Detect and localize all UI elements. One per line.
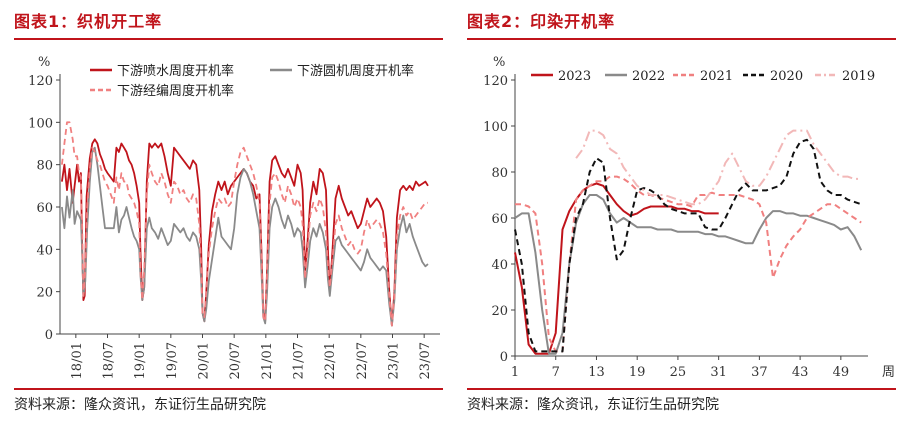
- y-axis-label: %: [493, 55, 505, 70]
- y-tick-label: 80: [491, 166, 508, 181]
- y-tick-label: 0: [500, 350, 508, 365]
- x-tick-label: 7: [552, 365, 560, 380]
- x-tick-label: 21/07: [292, 342, 307, 379]
- x-tick-label: 22/01: [323, 342, 338, 379]
- x-tick-label: 49: [833, 365, 850, 380]
- source-rule: [467, 388, 896, 390]
- x-tick-label: 43: [792, 365, 809, 380]
- series-line-2: [515, 175, 862, 353]
- y-tick-label: 100: [28, 116, 53, 131]
- x-tick-label: 19/01: [133, 342, 148, 379]
- y-tick-label: 120: [483, 74, 508, 89]
- y-axis-label: %: [38, 55, 50, 70]
- legend-label-2: 下游经编周度开机率: [117, 83, 234, 99]
- x-tick-label: 21/01: [260, 342, 275, 379]
- legend-label-0: 2023: [558, 69, 591, 84]
- series-line-4: [575, 129, 862, 206]
- legend-label-2: 2021: [700, 69, 733, 84]
- x-tick-label: 37: [751, 365, 768, 380]
- series-line-1: [514, 194, 863, 355]
- x-tick-label: 23/07: [418, 342, 433, 379]
- y-tick-label: 20: [36, 286, 53, 301]
- x-tick-label: 31: [710, 365, 727, 380]
- chart-svg: 0 20 40 60 80 100 120% 18/01 18/07 19/01 19/07 20/0…: [28, 55, 440, 379]
- x-axis-label: 周: [882, 365, 895, 380]
- legend-label-1: 2022: [632, 69, 665, 84]
- legend-label-1: 下游圆机周度开机率: [297, 63, 414, 79]
- x-tick-label: 22/07: [355, 342, 370, 379]
- chart-title: 图表1：织机开工率: [14, 12, 163, 31]
- legend-label-4: 2019: [842, 69, 875, 84]
- y-tick-label: 120: [28, 74, 53, 89]
- series-line-3: [514, 138, 862, 353]
- series-line-0: [61, 138, 429, 327]
- chart-panel-textile-looms: 图表1：织机开工率 0 20 40 60 80 100 120% 18/01 18/07 19/0…: [14, 12, 443, 413]
- source-rule: [14, 388, 443, 390]
- y-tick-label: 40: [491, 258, 508, 273]
- x-tick-label: 20/07: [228, 342, 243, 379]
- y-tick-label: 60: [36, 201, 53, 216]
- y-tick-label: 40: [36, 243, 53, 258]
- y-tick-label: 100: [483, 120, 508, 135]
- chart-title: 图表2：印染开机率: [467, 12, 616, 31]
- title-rule: [467, 38, 896, 40]
- y-tick-label: 0: [45, 328, 53, 343]
- x-tick-label: 18/01: [70, 342, 85, 379]
- x-tick-label: 23/01: [387, 342, 402, 379]
- x-tick-label: 13: [588, 365, 605, 380]
- series-line-1: [61, 146, 429, 327]
- y-tick-label: 80: [36, 159, 53, 174]
- chart-svg: 0 20 40 60 80 100 120% 1 7 13 19 25 31 37 43 49 周 2023 202…: [483, 55, 895, 380]
- chart-panel-dyeing: 图表2：印染开机率 0 20 40 60 80 100 120% 1 7 13 19 25 31 37 43…: [453, 0, 906, 424]
- x-tick-label: 25: [670, 365, 687, 380]
- x-tick-label: 19/07: [165, 342, 180, 379]
- x-tick-label: 18/07: [102, 342, 117, 379]
- x-tick-label: 20/01: [197, 342, 212, 379]
- source-note: 资料来源：隆众资讯，东证衍生品研究院: [14, 397, 266, 413]
- y-tick-label: 60: [491, 212, 508, 227]
- series-line-2: [61, 121, 428, 327]
- title-rule: [14, 38, 443, 40]
- legend-label-3: 2020: [770, 69, 803, 84]
- x-tick-label: 19: [629, 365, 646, 380]
- legend-label-0: 下游喷水周度开机率: [117, 63, 234, 79]
- source-note: 资料来源：隆众资讯，东证衍生品研究院: [467, 397, 719, 413]
- y-tick-label: 20: [491, 304, 508, 319]
- x-tick-label: 1: [511, 365, 519, 380]
